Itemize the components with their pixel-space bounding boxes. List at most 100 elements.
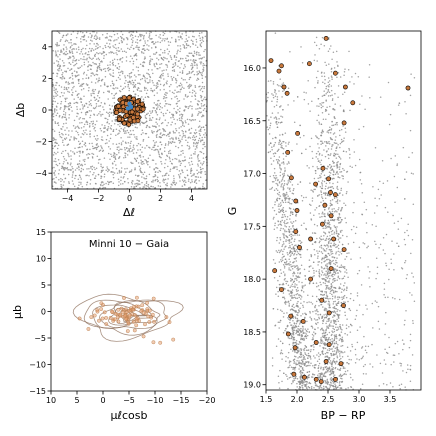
- background-star: [109, 181, 112, 183]
- field-star: [308, 374, 311, 376]
- field-star: [398, 298, 401, 301]
- field-star: [361, 346, 364, 348]
- field-star: [286, 183, 289, 186]
- background-star: [108, 51, 110, 54]
- background-star: [120, 167, 123, 169]
- field-star: [294, 324, 297, 327]
- background-star: [168, 111, 171, 114]
- field-star: [298, 234, 301, 236]
- background-star: [121, 72, 124, 75]
- background-star: [82, 72, 85, 75]
- field-star: [289, 187, 291, 190]
- background-star: [150, 47, 153, 49]
- background-star: [58, 169, 61, 171]
- background-star: [166, 80, 168, 82]
- background-star: [56, 147, 59, 150]
- field-star: [270, 187, 273, 190]
- background-star: [120, 171, 123, 174]
- background-star: [139, 148, 142, 151]
- background-star: [107, 45, 110, 48]
- background-star: [178, 117, 181, 120]
- background-star: [124, 152, 126, 154]
- background-star: [154, 144, 156, 146]
- background-star: [189, 91, 191, 94]
- background-star: [195, 141, 198, 144]
- field-star: [320, 293, 323, 296]
- field-star: [292, 319, 294, 322]
- field-star: [360, 347, 363, 349]
- background-star: [195, 145, 198, 148]
- background-star: [60, 51, 62, 53]
- background-star: [156, 123, 159, 125]
- field-star: [338, 156, 341, 159]
- background-star: [162, 34, 165, 36]
- field-star: [332, 290, 335, 292]
- background-star: [195, 108, 197, 110]
- background-star: [179, 107, 181, 110]
- background-star: [148, 36, 150, 38]
- field-star: [331, 338, 333, 340]
- background-star: [160, 111, 163, 114]
- field-star: [318, 152, 321, 155]
- field-star: [354, 72, 357, 75]
- background-star: [54, 122, 57, 124]
- background-star: [164, 130, 167, 132]
- field-star: [328, 304, 331, 307]
- background-star: [135, 122, 138, 125]
- background-star: [177, 174, 180, 176]
- background-star: [142, 155, 145, 158]
- field-star: [351, 324, 353, 327]
- field-star: [354, 353, 357, 356]
- background-star: [163, 39, 166, 42]
- background-star: [120, 48, 123, 50]
- background-star: [178, 175, 181, 177]
- background-star: [191, 180, 193, 183]
- background-star: [194, 64, 196, 67]
- field-star: [337, 349, 340, 351]
- background-star: [150, 185, 152, 188]
- field-star: [338, 339, 341, 341]
- background-star: [169, 158, 171, 160]
- field-star: [341, 336, 344, 339]
- background-star: [155, 126, 157, 128]
- background-star: [108, 140, 110, 142]
- background-star: [158, 128, 161, 131]
- background-star: [95, 167, 98, 170]
- field-star: [327, 270, 330, 272]
- field-star: [288, 264, 291, 266]
- field-star: [338, 166, 341, 168]
- background-star: [88, 126, 91, 128]
- field-star: [339, 380, 341, 383]
- field-star: [343, 265, 346, 268]
- background-star: [149, 147, 151, 149]
- field-star: [340, 328, 342, 330]
- field-star: [367, 345, 370, 348]
- background-star: [102, 149, 105, 152]
- background-star: [67, 67, 69, 70]
- background-star: [132, 40, 134, 42]
- background-star: [103, 157, 106, 159]
- background-star: [64, 100, 67, 103]
- field-star: [374, 300, 377, 302]
- background-star: [63, 181, 65, 183]
- background-star: [150, 89, 152, 92]
- background-star: [190, 72, 193, 74]
- background-star: [176, 51, 179, 53]
- background-star: [101, 167, 104, 169]
- background-star: [191, 119, 194, 121]
- pm-x-label: μℓcosb: [110, 409, 147, 422]
- field-star: [324, 227, 326, 229]
- pm-member: [95, 309, 100, 314]
- field-star: [326, 222, 329, 225]
- background-star: [94, 55, 96, 58]
- field-star: [364, 363, 366, 366]
- field-star: [281, 116, 284, 118]
- pm-member: [122, 314, 127, 319]
- background-star: [123, 157, 125, 159]
- field-star: [330, 274, 333, 277]
- background-star: [72, 87, 74, 89]
- background-star: [66, 167, 69, 169]
- background-star: [55, 92, 57, 95]
- field-star: [351, 76, 353, 78]
